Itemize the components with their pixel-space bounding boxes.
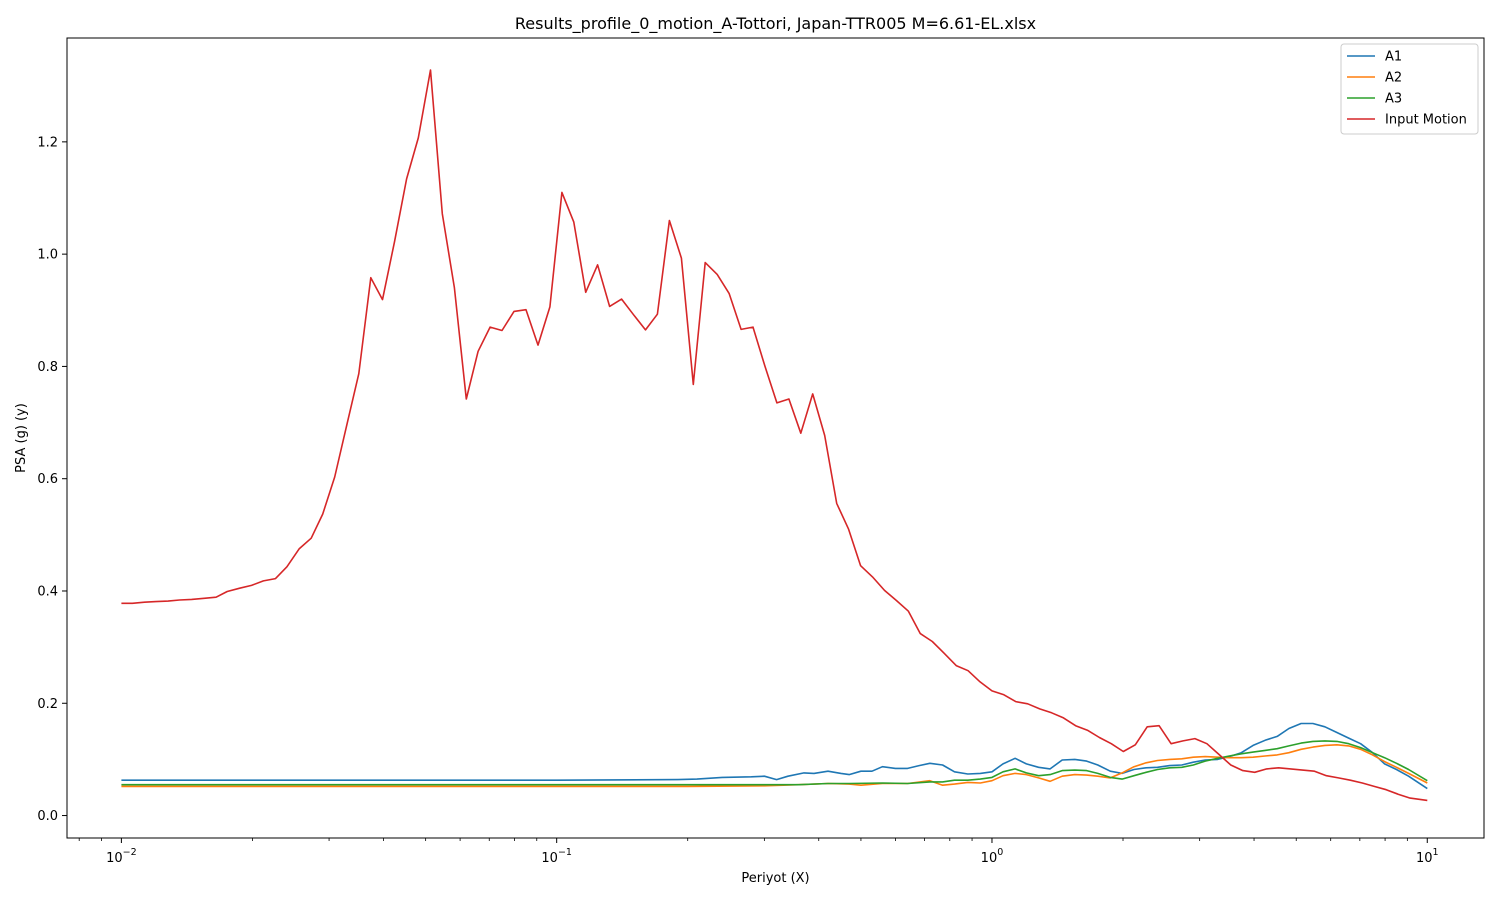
- x-axis-label: Periyot (X): [741, 871, 809, 886]
- legend-box: [1340, 43, 1479, 135]
- series-line-input-motion: [121, 69, 1428, 802]
- legend: A1 A2 A3 Input Motion: [1340, 43, 1479, 135]
- y-tick-label: 1.0: [37, 248, 58, 263]
- series-line-a3: [121, 740, 1428, 786]
- x-tick-exponent: −1: [558, 847, 572, 858]
- x-tick-label: 10−2: [106, 847, 137, 866]
- x-tick-label: 101: [1416, 847, 1439, 866]
- x-tick-exponent: 1: [1433, 847, 1439, 858]
- x-tick-exponent: −2: [123, 847, 137, 858]
- series-layer: [121, 69, 1428, 802]
- y-tick-label: 1.2: [37, 135, 58, 150]
- legend-label: Input Motion: [1385, 113, 1467, 128]
- x-tick-mantissa: 10: [541, 851, 558, 866]
- y-axis: 0.0 0.2 0.4 0.6 0.8 1.0 1.2: [37, 135, 67, 824]
- y-tick-label: 0.0: [37, 809, 58, 824]
- x-axis: 10−2 10−1 100 101: [78, 838, 1439, 866]
- legend-label: A1: [1385, 50, 1402, 65]
- x-tick-label: 10−1: [541, 847, 572, 866]
- y-tick-label: 0.2: [37, 697, 58, 712]
- y-tick-label: 0.4: [37, 584, 58, 599]
- y-tick-label: 0.8: [37, 360, 58, 375]
- x-tick-exponent: 0: [997, 847, 1003, 858]
- y-axis-label: PSA (g) (y): [14, 403, 29, 473]
- x-tick-mantissa: 10: [981, 851, 998, 866]
- x-tick-mantissa: 10: [1416, 851, 1433, 866]
- plot-frame: [66, 37, 1485, 839]
- series-line-a1: [121, 722, 1428, 790]
- legend-label: A3: [1385, 92, 1402, 107]
- chart-title: Results_profile_0_motion_A-Tottori, Japa…: [515, 14, 1036, 34]
- plot-area: [66, 37, 1485, 839]
- y-tick-label: 0.6: [37, 472, 58, 487]
- x-tick-mantissa: 10: [106, 851, 123, 866]
- legend-label: A2: [1385, 71, 1402, 86]
- x-tick-label: 100: [981, 847, 1004, 866]
